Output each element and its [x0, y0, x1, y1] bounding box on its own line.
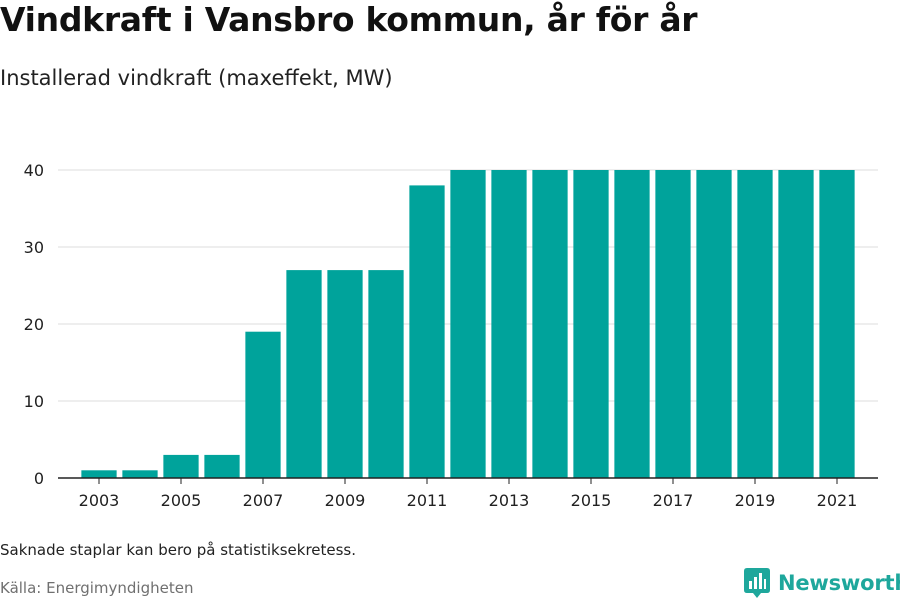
- y-tick-label: 40: [24, 161, 44, 180]
- x-tick-label: 2011: [407, 491, 448, 510]
- bar-2006: [204, 454, 240, 478]
- x-tick-label: 2005: [161, 491, 202, 510]
- y-axis-ticks: 0 10 20 30 40: [24, 161, 44, 488]
- bar-2011: [409, 185, 445, 478]
- bar-2010: [368, 270, 404, 478]
- bar-2015: [573, 170, 609, 478]
- bar-2008: [286, 270, 322, 478]
- y-tick-label: 20: [24, 315, 44, 334]
- bar-2007: [245, 331, 281, 478]
- chart-subtitle: Installerad vindkraft (maxeffekt, MW): [0, 66, 393, 90]
- footnote: Saknade staplar kan bero på statistiksek…: [0, 541, 357, 559]
- y-tick-label: 10: [24, 392, 44, 411]
- bar-2003: [81, 470, 117, 478]
- x-tick-label: 2013: [489, 491, 530, 510]
- x-tick-label: 2015: [571, 491, 612, 510]
- bar-2014: [532, 170, 568, 478]
- x-tick-label: 2019: [735, 491, 776, 510]
- x-axis-ticks: 2003 2005 2007 2009 2011 2013 2015 2017 2019 2021: [58, 477, 878, 510]
- source-credit: Källa: Energimyndigheten: [0, 579, 194, 597]
- bar-2021: [819, 170, 855, 478]
- brand-name: Newsworthy: [778, 571, 900, 595]
- bar-2017: [655, 170, 691, 478]
- y-tick-label: 30: [24, 238, 44, 257]
- x-tick-label: 2003: [79, 491, 120, 510]
- bar-2016: [614, 170, 650, 478]
- y-tick-label: 0: [34, 469, 44, 488]
- x-tick-label: 2009: [325, 491, 366, 510]
- bar-2009: [327, 270, 363, 478]
- bar-2019: [737, 170, 773, 478]
- x-tick-label: 2017: [653, 491, 694, 510]
- bars: [81, 170, 855, 478]
- x-tick-label: 2021: [817, 491, 858, 510]
- bar-2004: [122, 470, 158, 478]
- bar-2013: [491, 170, 527, 478]
- bar-2020: [778, 170, 814, 478]
- bar-2012: [450, 170, 486, 478]
- bar-2005: [163, 454, 199, 478]
- newsworthy-logo-icon: [744, 568, 770, 598]
- chart-title: Vindkraft i Vansbro kommun, år för år: [0, 0, 698, 39]
- x-tick-label: 2007: [243, 491, 284, 510]
- brand-logo: Newsworthy: [744, 568, 900, 598]
- bar-2018: [696, 170, 732, 478]
